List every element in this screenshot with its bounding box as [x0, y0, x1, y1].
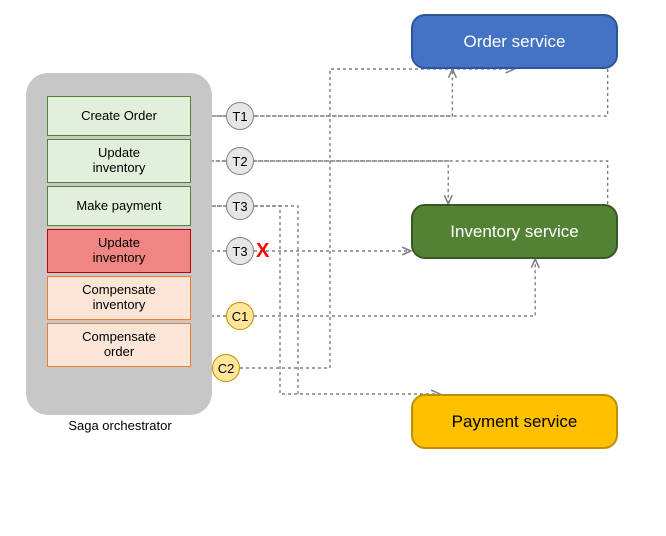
node-t3a: T3 [226, 192, 254, 220]
step-update_inv_1: Update inventory [47, 139, 191, 183]
node-t2: T2 [226, 147, 254, 175]
step-update_inv_2: Update inventory [47, 229, 191, 273]
step-comp_order: Compensate order [47, 323, 191, 367]
step-make_payment: Make payment [47, 186, 191, 226]
step-create_order: Create Order [47, 96, 191, 136]
node-c2: C2 [212, 354, 240, 382]
node-t1: T1 [226, 102, 254, 130]
node-c1: C1 [226, 302, 254, 330]
step-comp_inv: Compensate inventory [47, 276, 191, 320]
node-t3b: T3 [226, 237, 254, 265]
service-payment_svc: Payment service [411, 394, 618, 449]
saga-orchestrator-label: Saga orchestrator [60, 418, 180, 433]
fail-marker-icon: X [256, 241, 269, 261]
service-order_svc: Order service [411, 14, 618, 69]
service-inventory_svc: Inventory service [411, 204, 618, 259]
